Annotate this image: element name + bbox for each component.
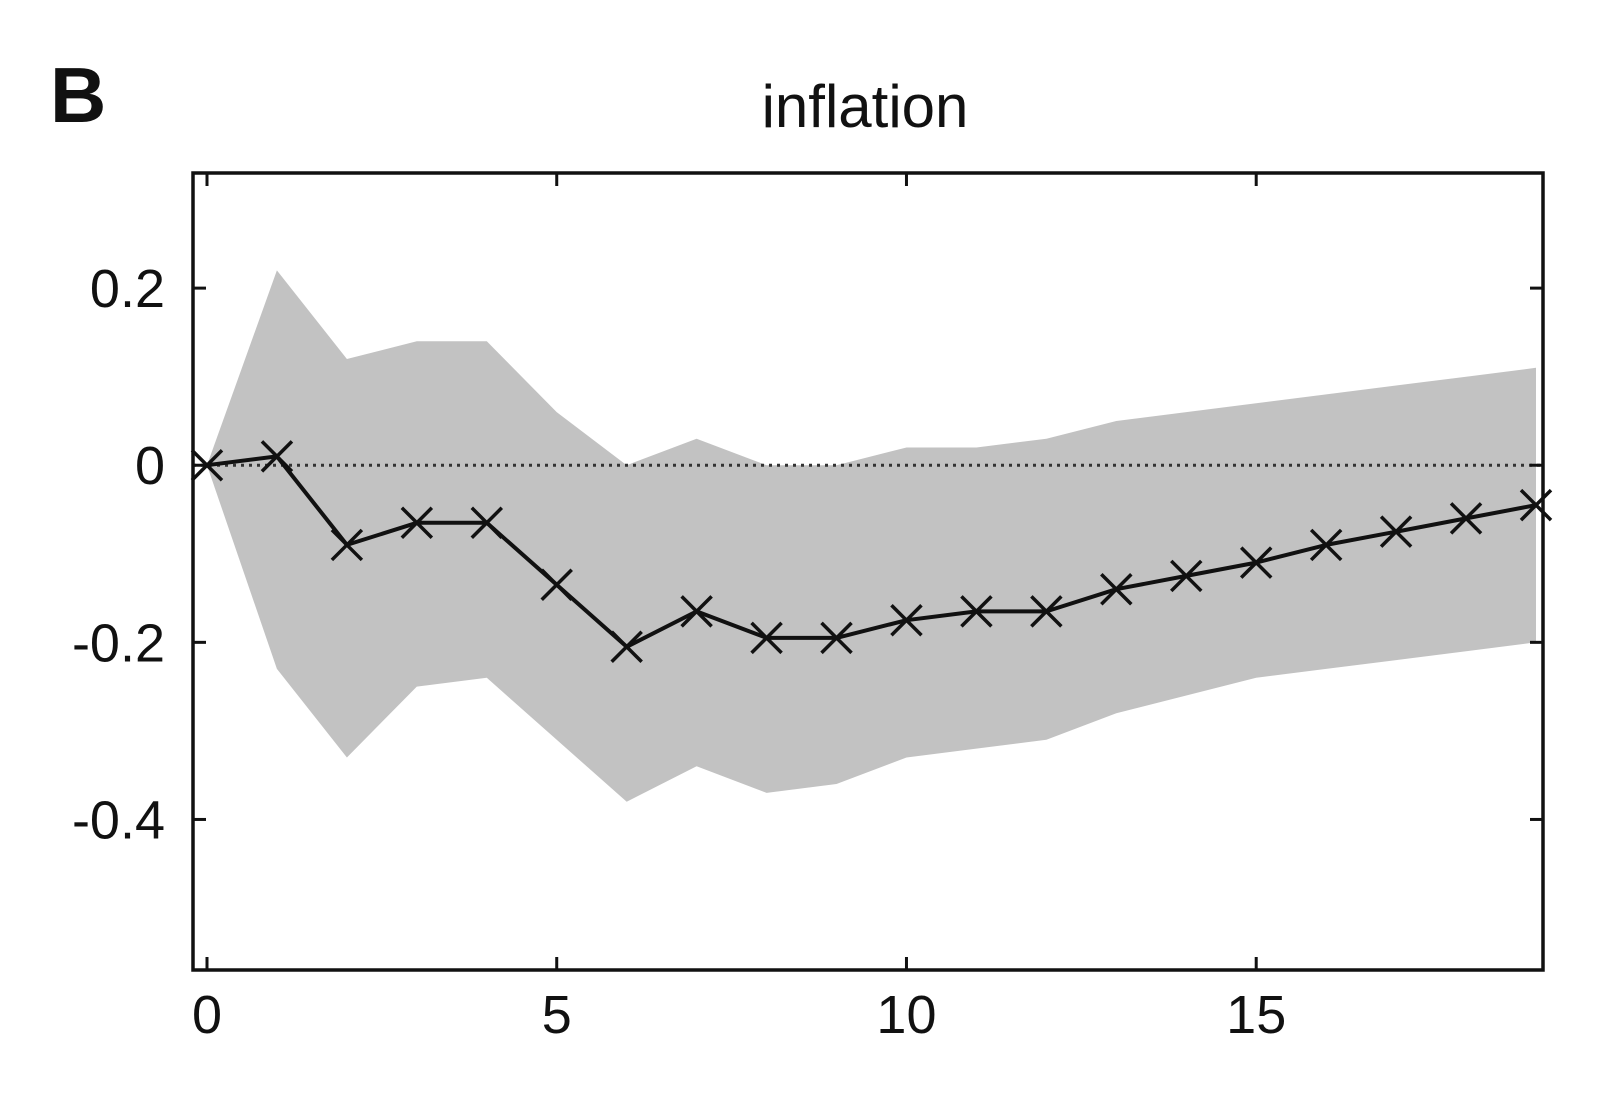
y-tick-label: 0 xyxy=(135,436,165,496)
confidence-band xyxy=(207,270,1536,802)
axes-frame xyxy=(191,171,1545,972)
data-point-marker xyxy=(1100,572,1133,606)
x-tick-label: 5 xyxy=(542,985,572,1045)
y-tick-label: 0.2 xyxy=(90,259,165,319)
data-point-marker xyxy=(750,621,783,655)
data-point-marker xyxy=(1170,559,1203,593)
data-point-marker xyxy=(470,506,504,540)
plot-area: 0 5 10 15 0.2 0 -0.2 -0.4 xyxy=(72,171,1553,1045)
data-point-marker xyxy=(890,603,923,637)
data-point-marker xyxy=(330,528,364,562)
x-tick-label: 0 xyxy=(192,985,222,1045)
x-tick-label: 10 xyxy=(876,985,936,1045)
y-tick-label: -0.2 xyxy=(72,613,165,673)
data-point-marker xyxy=(540,568,573,602)
data-point-marker xyxy=(1379,515,1413,548)
chart-title: inflation xyxy=(762,73,969,140)
panel-letter: B xyxy=(50,51,106,139)
data-point-marker xyxy=(820,621,853,655)
data-point-marker xyxy=(190,448,224,482)
data-point-marker xyxy=(1449,502,1483,535)
data-point-marker xyxy=(1239,546,1273,579)
x-tick-label: 15 xyxy=(1226,985,1286,1045)
data-point-marker xyxy=(1030,595,1063,628)
y-tick-label: -0.4 xyxy=(72,790,165,850)
data-point-marker xyxy=(960,595,993,628)
data-point-marker xyxy=(610,630,643,664)
data-point-marker xyxy=(400,506,434,540)
data-point-marker xyxy=(680,595,713,628)
data-point-marker xyxy=(1519,488,1553,522)
data-point-marker xyxy=(260,440,294,473)
series-line xyxy=(206,454,1537,649)
data-point-marker xyxy=(1309,528,1343,562)
